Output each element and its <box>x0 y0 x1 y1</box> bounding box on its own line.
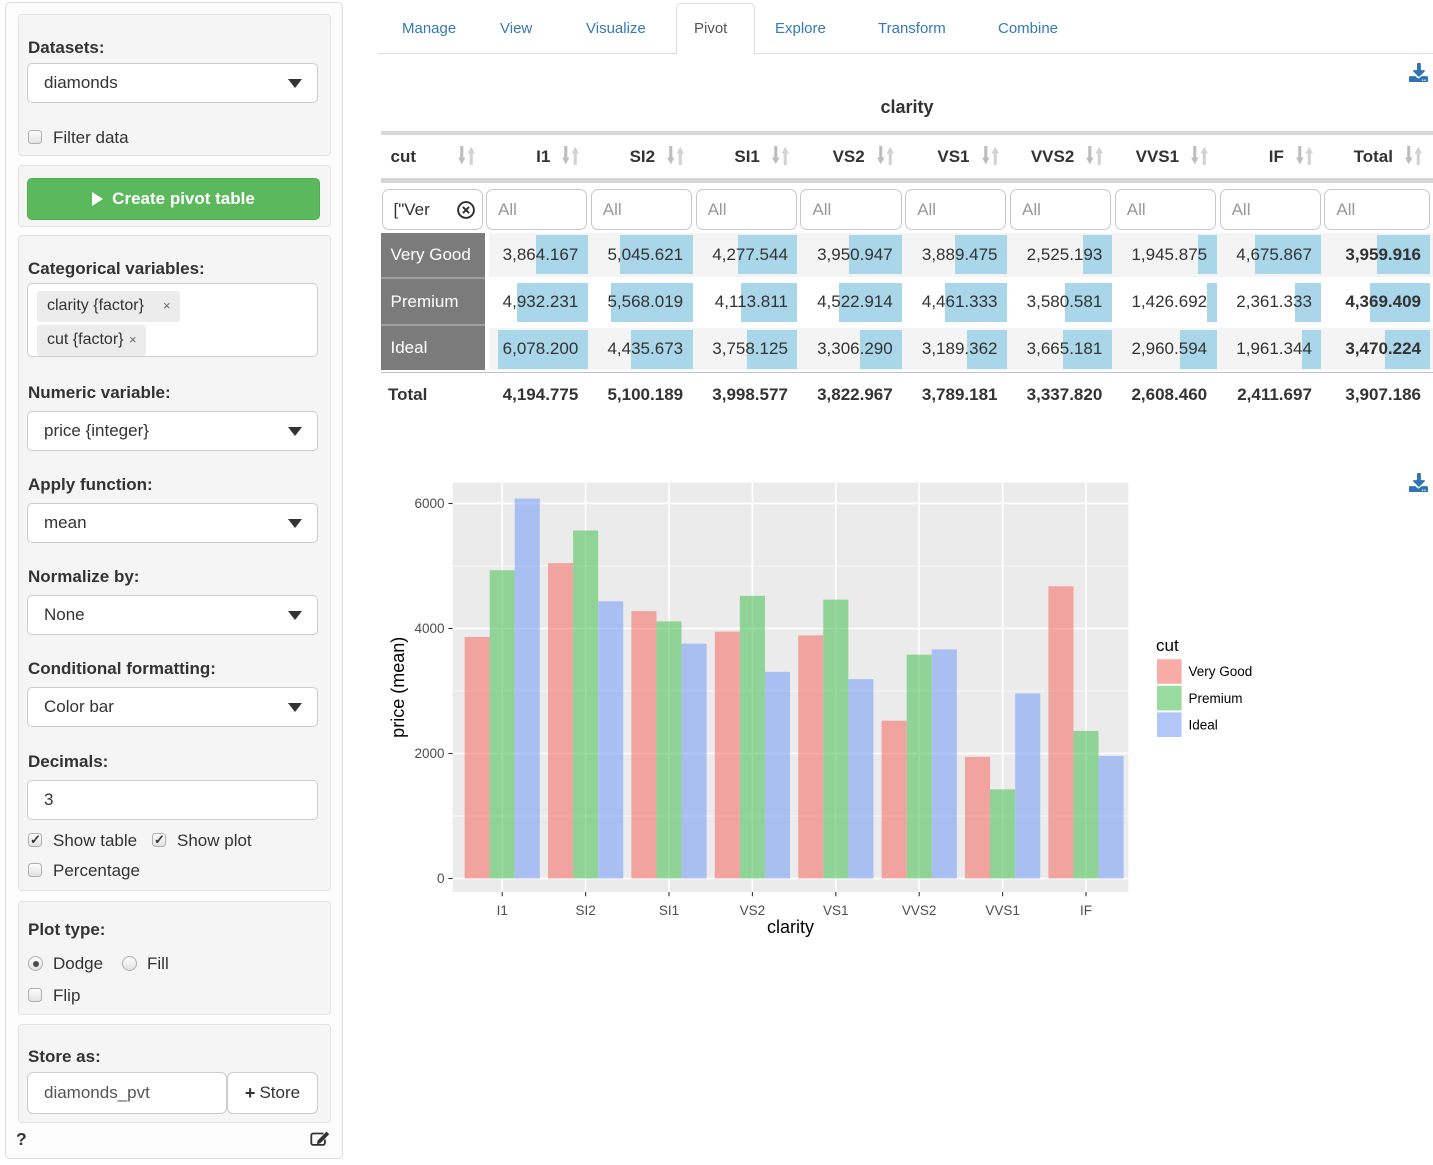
svg-text:2000: 2000 <box>414 746 444 761</box>
svg-text:Very Good: Very Good <box>1189 664 1253 679</box>
svg-text:SI2: SI2 <box>575 903 595 918</box>
svg-text:I1: I1 <box>497 903 508 918</box>
svg-text:SI1: SI1 <box>659 903 679 918</box>
svg-text:VS1: VS1 <box>823 903 849 918</box>
svg-text:4000: 4000 <box>414 621 444 636</box>
svg-text:VVS1: VVS1 <box>985 903 1020 918</box>
svg-text:6000: 6000 <box>414 496 444 511</box>
svg-text:clarity: clarity <box>767 917 814 937</box>
svg-text:IF: IF <box>1080 903 1092 918</box>
svg-text:VS2: VS2 <box>740 903 766 918</box>
svg-text:Ideal: Ideal <box>1189 717 1218 732</box>
svg-text:VVS2: VVS2 <box>902 903 937 918</box>
svg-text:0: 0 <box>437 871 445 886</box>
svg-text:Premium: Premium <box>1189 691 1243 706</box>
svg-text:cut: cut <box>1156 636 1179 655</box>
svg-text:price (mean): price (mean) <box>388 637 408 738</box>
